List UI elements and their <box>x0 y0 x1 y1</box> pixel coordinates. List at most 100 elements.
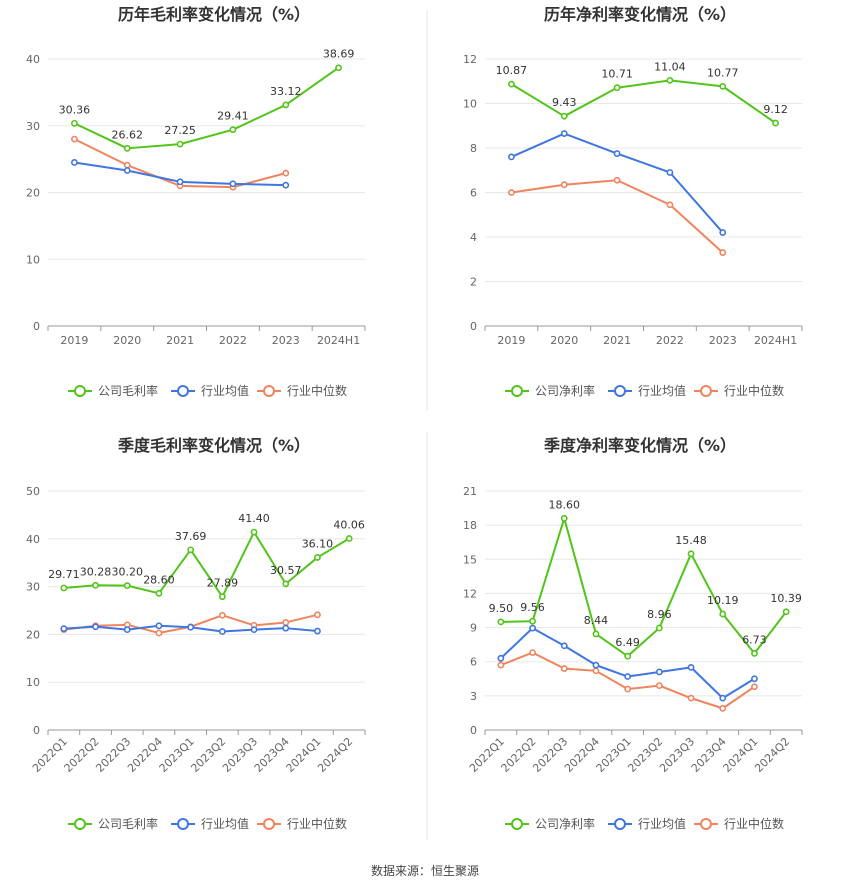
legend-label: 行业均值 <box>638 816 686 831</box>
y-tick-label: 40 <box>26 53 40 66</box>
legend-item-industry-avg: 行业均值 <box>608 816 686 831</box>
legend-item-industry-median: 行业中位数 <box>694 816 784 831</box>
legend-item-company: 公司毛利率 <box>68 383 158 398</box>
data-point-industry-avg <box>176 178 184 186</box>
data-label: 8.44 <box>584 614 609 627</box>
data-point-company <box>497 618 505 626</box>
data-label: 10.77 <box>707 66 739 79</box>
y-tick-label: 6 <box>470 187 477 200</box>
data-point-company <box>666 76 674 84</box>
data-point-industry-median <box>613 176 621 184</box>
data-point-industry-avg <box>666 169 674 176</box>
data-point-industry-median <box>497 661 505 669</box>
legend-label: 公司毛利率 <box>98 816 158 831</box>
legend-marker-icon <box>511 818 523 830</box>
data-point-industry-avg <box>497 654 505 662</box>
y-tick-label: 12 <box>463 587 477 600</box>
legend-label: 公司毛利率 <box>98 383 158 398</box>
x-tick-label: 2019 <box>497 334 525 347</box>
x-tick-label: 2020 <box>113 334 141 347</box>
y-tick-label: 20 <box>26 628 40 641</box>
data-point-company <box>687 550 695 558</box>
data-point-industry-avg <box>92 623 99 631</box>
data-label: 30.20 <box>112 566 144 579</box>
data-label: 41.40 <box>238 512 270 525</box>
chart-panel-4: 季度净利率变化情况（%）0369121518212022Q12022Q22022… <box>463 436 803 831</box>
legend-label: 行业均值 <box>201 816 249 831</box>
y-tick-label: 0 <box>470 320 477 333</box>
legend-label: 行业中位数 <box>724 383 784 398</box>
legend-item-industry-median: 行业中位数 <box>257 383 347 398</box>
data-label: 28.60 <box>143 573 175 586</box>
data-label: 40.06 <box>333 519 365 532</box>
data-label: 10.87 <box>496 64 528 77</box>
data-label: 10.19 <box>707 594 739 607</box>
data-label: 11.04 <box>654 60 686 73</box>
data-point-industry-median <box>218 611 226 619</box>
y-tick-label: 30 <box>26 581 40 594</box>
data-point-company <box>314 554 321 561</box>
data-point-industry-median <box>282 619 290 626</box>
data-point-industry-avg <box>218 628 226 635</box>
y-tick-label: 20 <box>26 187 40 200</box>
data-point-company <box>218 593 226 601</box>
chart-panel-2: 历年净利率变化情况（%） 0 2 4 6 8 10 12 2019 2020 2021 2022 202… <box>463 5 803 398</box>
data-point-company <box>719 610 727 618</box>
data-point-industry-median <box>687 694 695 702</box>
y-tick-label: 4 <box>470 231 477 244</box>
data-label: 27.89 <box>207 577 239 590</box>
data-point-company <box>560 514 568 522</box>
y-tick-label: 21 <box>463 485 477 498</box>
data-label: 9.50 <box>489 602 514 615</box>
x-tick-label: 2021 <box>166 334 194 347</box>
data-label: 9.43 <box>552 96 577 109</box>
data-label: 9.56 <box>520 601 545 614</box>
data-point-company <box>176 140 184 148</box>
data-point-industry-avg <box>282 181 290 189</box>
chart-title: 季度毛利率变化情况（%） <box>117 436 310 455</box>
series-line-company <box>73 66 340 150</box>
data-source-note: 数据来源：恒生聚源 <box>370 864 479 878</box>
x-tick-label: 2023 <box>709 334 737 347</box>
legend-item-industry-median: 行业中位数 <box>257 816 347 831</box>
data-point-company <box>529 617 536 625</box>
x-tick-label: 2023 <box>272 334 300 347</box>
legend-marker-icon <box>614 385 626 397</box>
y-tick-label: 9 <box>470 622 477 635</box>
x-tick-label: 2020 <box>550 334 578 347</box>
data-point-industry-median <box>282 169 290 177</box>
data-point-company <box>782 608 790 616</box>
y-tick-label: 10 <box>463 98 477 111</box>
data-point-industry-median <box>624 685 632 693</box>
x-tick-label: 2019 <box>60 334 88 347</box>
legend-label: 公司净利率 <box>535 816 595 831</box>
data-point-industry-median <box>314 611 321 619</box>
series-line-company <box>510 79 777 124</box>
data-point-industry-avg <box>687 664 695 671</box>
data-point-company <box>592 630 600 638</box>
legend-marker-icon <box>614 818 626 830</box>
data-point-industry-median <box>71 135 78 143</box>
data-label: 36.10 <box>302 537 334 550</box>
data-point-industry-median <box>529 649 536 657</box>
data-label: 30.28 <box>80 565 112 578</box>
x-tick-label: 2024H1 <box>317 334 360 347</box>
data-point-company <box>123 582 131 590</box>
data-point-industry-median <box>560 665 568 672</box>
y-tick-label: 0 <box>470 724 477 737</box>
data-point-industry-avg <box>71 159 78 166</box>
legend-label: 行业均值 <box>201 383 249 398</box>
data-label: 8.96 <box>647 608 672 621</box>
data-point-company <box>624 652 632 660</box>
data-point-industry-avg <box>624 673 632 680</box>
data-point-industry-avg <box>613 150 621 157</box>
y-tick-label: 40 <box>26 533 40 546</box>
data-point-industry-avg <box>250 626 258 634</box>
data-point-company <box>282 580 290 588</box>
y-tick-label: 15 <box>463 553 477 566</box>
data-point-industry-avg <box>529 624 536 632</box>
data-point-industry-avg <box>719 229 727 236</box>
data-label: 10.39 <box>770 592 802 605</box>
legend-label: 行业中位数 <box>724 816 784 831</box>
series-line-industry-median <box>511 179 724 254</box>
